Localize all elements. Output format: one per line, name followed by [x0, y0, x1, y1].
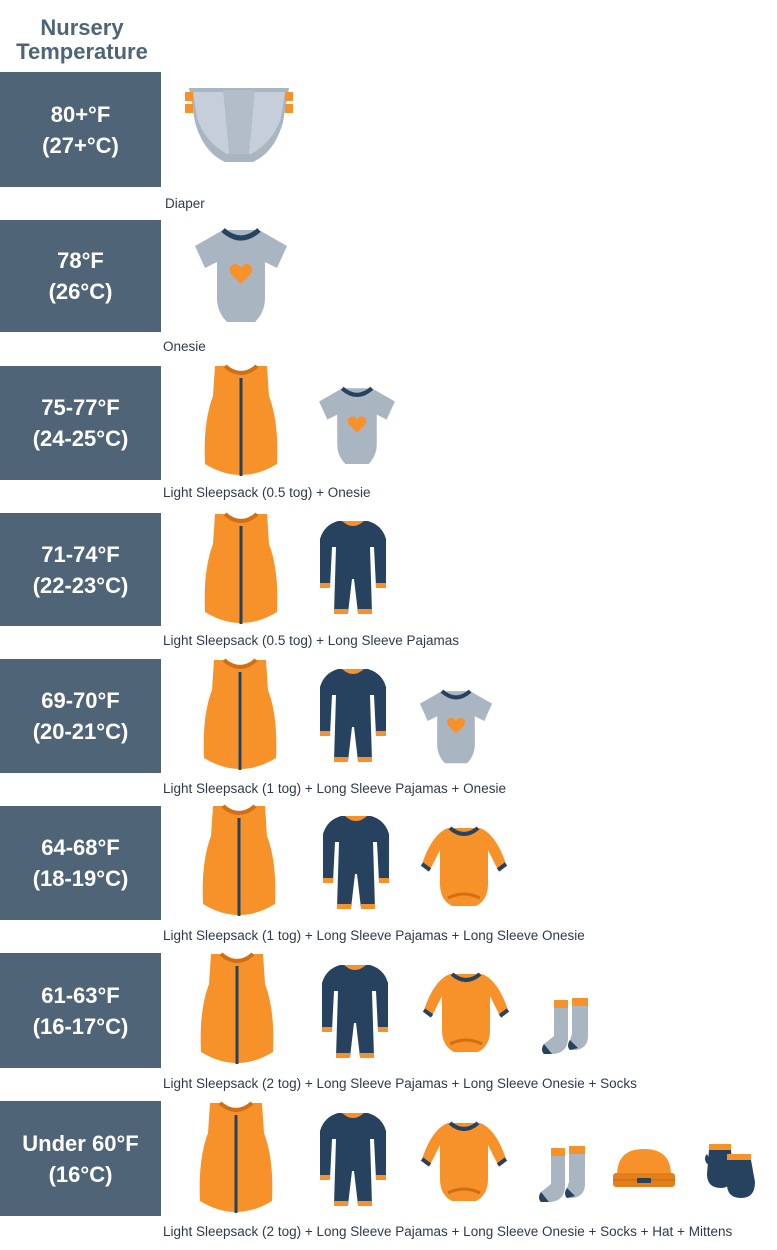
caption-row-2: Onesie: [163, 339, 206, 354]
long-sleeve-onesie-icon: [420, 1119, 508, 1205]
hat-icon: [611, 1147, 677, 1189]
caption-row-7: Light Sleepsack (2 tog) + Long Sleeve Pa…: [163, 1076, 637, 1091]
long-sleeve-onesie-icon: [422, 970, 510, 1056]
sleepsack-icon: [202, 658, 278, 774]
temp-celsius: (20-21°C): [32, 719, 129, 744]
pajamas-icon: [321, 812, 391, 912]
title-line-2: Temperature: [16, 39, 148, 64]
temp-label-row-4: 71-74°F (22-23°C): [0, 513, 161, 626]
socks-icon: [537, 1146, 591, 1204]
temp-celsius: (16°C): [48, 1161, 113, 1187]
caption-row-1: Diaper: [165, 196, 205, 211]
temp-label-row-7: 61-63°F (16-17°C): [0, 953, 161, 1068]
pajamas-icon: [320, 961, 390, 1061]
socks-icon: [540, 998, 594, 1056]
onesie-icon: [317, 385, 397, 469]
onesie-icon: [418, 688, 494, 768]
onesie-icon: [193, 226, 289, 328]
temp-fahrenheit: 71-74°F: [41, 541, 120, 567]
temp-celsius: (24-25°C): [32, 426, 129, 451]
sleepsack-icon: [203, 512, 279, 628]
sleepsack-icon: [201, 804, 277, 920]
temp-celsius: (22-23°C): [32, 572, 129, 598]
sleepsack-icon: [198, 1101, 274, 1217]
temp-fahrenheit: 80+°F: [50, 101, 111, 127]
title-line-1: Nursery: [40, 15, 124, 40]
caption-row-6: Light Sleepsack (1 tog) + Long Sleeve Pa…: [163, 928, 585, 943]
temp-label-row-6: 64-68°F (18-19°C): [0, 806, 161, 920]
temp-celsius: (18-19°C): [32, 866, 129, 891]
temp-label-row-8: Under 60°F (16°C): [0, 1101, 161, 1216]
temp-label-row-2: 78°F (26°C): [0, 220, 161, 332]
temp-label-row-3: 75-77°F (24-25°C): [0, 366, 161, 480]
temp-celsius: (27+°C): [42, 132, 119, 158]
diaper-icon: [183, 82, 295, 166]
caption-row-3: Light Sleepsack (0.5 tog) + Onesie: [163, 485, 371, 500]
pajamas-icon: [318, 517, 388, 617]
page-title: Nursery Temperature: [0, 16, 164, 64]
temp-celsius: (16-17°C): [32, 1013, 129, 1039]
temp-fahrenheit: 78°F: [57, 248, 104, 273]
temp-label-row-1: 80+°F (27+°C): [0, 72, 161, 187]
temp-fahrenheit: Under 60°F: [22, 1130, 139, 1156]
sleepsack-icon: [203, 364, 279, 480]
temp-fahrenheit: 61-63°F: [41, 982, 120, 1008]
pajamas-icon: [318, 1109, 388, 1209]
temp-fahrenheit: 64-68°F: [41, 835, 120, 860]
caption-row-4: Light Sleepsack (0.5 tog) + Long Sleeve …: [163, 633, 460, 648]
sleepsack-icon: [199, 952, 275, 1068]
caption-row-8: Light Sleepsack (2 tog) + Long Sleeve Pa…: [163, 1224, 733, 1239]
temp-fahrenheit: 75-77°F: [41, 395, 120, 420]
caption-row-5: Light Sleepsack (1 tog) + Long Sleeve Pa…: [163, 781, 506, 796]
long-sleeve-onesie-icon: [420, 824, 508, 910]
temp-label-row-5: 69-70°F (20-21°C): [0, 659, 161, 773]
mittens-icon: [705, 1142, 757, 1200]
temp-fahrenheit: 69-70°F: [41, 688, 120, 713]
pajamas-icon: [318, 665, 388, 765]
temp-celsius: (26°C): [48, 279, 113, 304]
